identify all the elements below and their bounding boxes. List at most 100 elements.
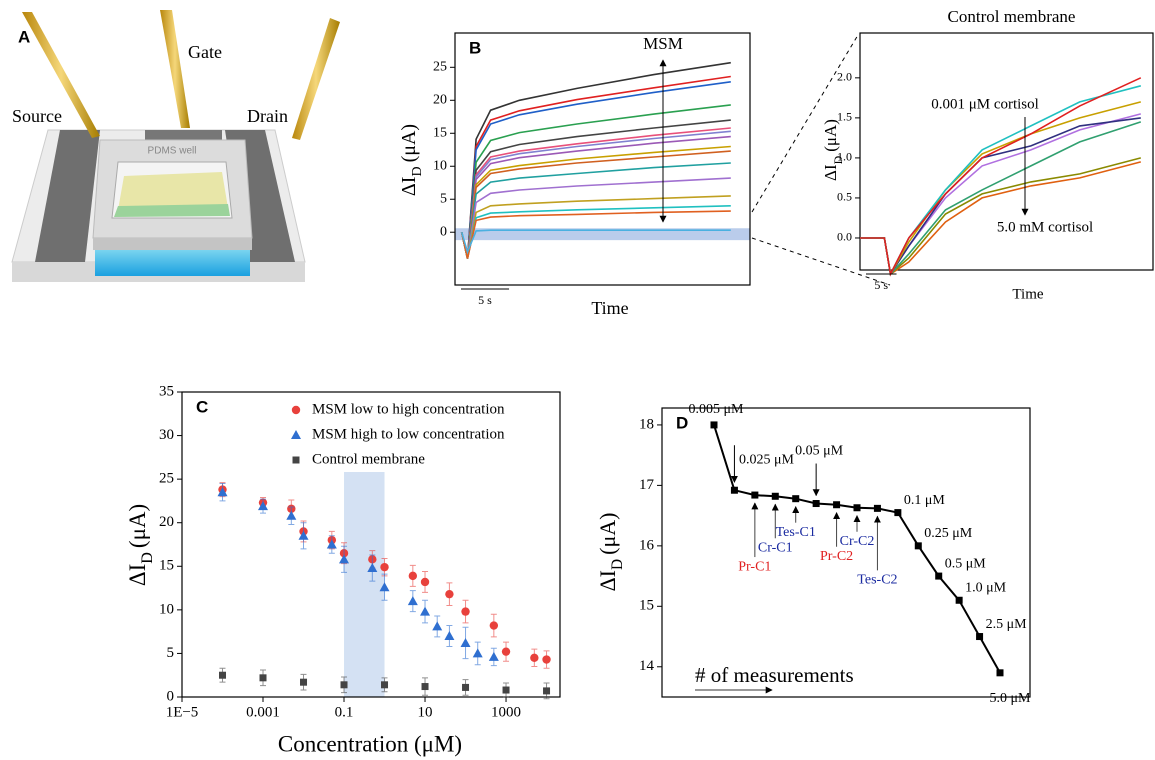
legend-label: Control membrane bbox=[312, 451, 425, 467]
plot-frame bbox=[454, 32, 751, 286]
panel-label: A bbox=[18, 27, 30, 46]
zoom-connector bbox=[751, 34, 859, 213]
marker bbox=[462, 683, 470, 691]
y-tick-label: 2.0 bbox=[837, 70, 852, 84]
y-label-unit: (μA) bbox=[595, 513, 620, 555]
gate-label: Gate bbox=[188, 42, 222, 62]
x-tick-label: 1000 bbox=[491, 704, 521, 720]
y-tick-label: 5 bbox=[440, 191, 447, 206]
interferent-label: Cr-C1 bbox=[758, 540, 793, 555]
marker bbox=[461, 607, 470, 616]
x-axis-label: Time bbox=[591, 298, 628, 318]
marker bbox=[292, 456, 300, 464]
y-tick-label: 20 bbox=[433, 93, 447, 108]
y-tick-label: 15 bbox=[159, 558, 174, 574]
y-label-unit: (μA) bbox=[125, 504, 150, 548]
y-label-unit: (μA) bbox=[821, 119, 840, 152]
series-line bbox=[460, 145, 731, 259]
marker bbox=[217, 487, 228, 497]
series-line bbox=[460, 195, 731, 259]
y-tick-label: 30 bbox=[159, 427, 174, 443]
y-tick-label: 15 bbox=[639, 598, 654, 614]
y-label-main: ΔI bbox=[125, 564, 150, 586]
marker bbox=[488, 651, 499, 661]
marker bbox=[219, 671, 227, 679]
y-tick-label: 25 bbox=[433, 60, 447, 75]
series-line bbox=[460, 229, 731, 255]
marker bbox=[259, 674, 267, 682]
y-label-unit: (μA) bbox=[398, 124, 420, 163]
y-tick-label: 1.0 bbox=[837, 150, 852, 164]
legend-label: MSM high to low concentration bbox=[312, 426, 505, 442]
y-tick-label: 14 bbox=[639, 658, 655, 674]
series-line bbox=[860, 101, 1142, 277]
marker bbox=[444, 631, 455, 640]
marker bbox=[812, 500, 820, 508]
y-label-sub: D bbox=[609, 559, 626, 570]
y-tick-label: 5 bbox=[167, 645, 175, 661]
y-tick-label: 20 bbox=[159, 514, 174, 530]
marker bbox=[291, 405, 301, 415]
marker bbox=[300, 678, 308, 686]
marker bbox=[379, 582, 390, 592]
x-tick-label: 0.001 bbox=[246, 704, 280, 720]
y-tick-label: 10 bbox=[433, 158, 447, 173]
y-label-sub: D bbox=[139, 552, 156, 564]
point-label: 5.0 μM bbox=[990, 691, 1032, 706]
marker bbox=[421, 683, 429, 691]
marker bbox=[771, 492, 779, 500]
x-tick-label: 1E−5 bbox=[166, 704, 199, 720]
zoom-connector bbox=[751, 237, 891, 286]
marker bbox=[381, 681, 389, 689]
y-tick-label: 10 bbox=[159, 601, 174, 617]
plot-frame bbox=[661, 407, 1031, 698]
marker bbox=[751, 491, 759, 499]
marker bbox=[914, 542, 922, 550]
x-tick-label: 10 bbox=[418, 704, 433, 720]
marker bbox=[501, 647, 511, 656]
marker bbox=[445, 589, 454, 599]
y-label-sub: D bbox=[831, 155, 845, 164]
marker bbox=[833, 501, 841, 509]
point-label: 0.05 μM bbox=[795, 444, 844, 459]
point-label: 0.25 μM bbox=[924, 526, 973, 541]
marker bbox=[472, 648, 483, 658]
chart-title: Control membrane bbox=[948, 7, 1076, 26]
marker bbox=[291, 430, 301, 439]
marker bbox=[543, 687, 551, 695]
chart-panel: 0 5 10 15 20 25 30 35 1E−5 0.001 0.1 10 1000 MSM low … bbox=[159, 383, 561, 720]
series-line bbox=[460, 177, 731, 259]
y-axis-label: ΔID (μA) bbox=[125, 504, 156, 586]
marker bbox=[258, 501, 269, 511]
panel-label: D bbox=[676, 413, 688, 432]
y-tick-label: 0 bbox=[440, 224, 447, 239]
series-line bbox=[860, 77, 1142, 277]
series-line bbox=[460, 210, 731, 259]
x-axis-label: # of measurements bbox=[695, 663, 854, 687]
y-tick-label: 15 bbox=[433, 125, 447, 140]
panel-label: C bbox=[196, 397, 208, 416]
y-tick-label: 35 bbox=[159, 383, 174, 399]
point-label: 2.5 μM bbox=[986, 617, 1028, 632]
marker bbox=[298, 530, 309, 540]
interferent-label: Tes-C2 bbox=[857, 573, 897, 588]
y-label-main: ΔI bbox=[595, 570, 620, 591]
x-axis-label: Concentration (μM) bbox=[278, 731, 462, 756]
scale-bar-label: 5 s bbox=[478, 293, 492, 307]
y-label-main: ΔI bbox=[398, 177, 420, 197]
y-tick-label: 17 bbox=[639, 477, 655, 493]
annotation: 5.0 mM cortisol bbox=[997, 219, 1093, 235]
marker bbox=[730, 486, 738, 494]
point-label: 0.5 μM bbox=[945, 556, 987, 571]
panel-label: B bbox=[469, 38, 481, 57]
point-label: 0.025 μM bbox=[739, 452, 795, 467]
marker bbox=[489, 621, 499, 630]
y-tick-label: 25 bbox=[159, 471, 174, 487]
interferent-label: Pr-C2 bbox=[820, 549, 853, 564]
marker bbox=[976, 633, 984, 641]
marker bbox=[710, 421, 718, 429]
point-label: 0.005 μM bbox=[689, 402, 745, 417]
highlight-band bbox=[344, 472, 385, 697]
